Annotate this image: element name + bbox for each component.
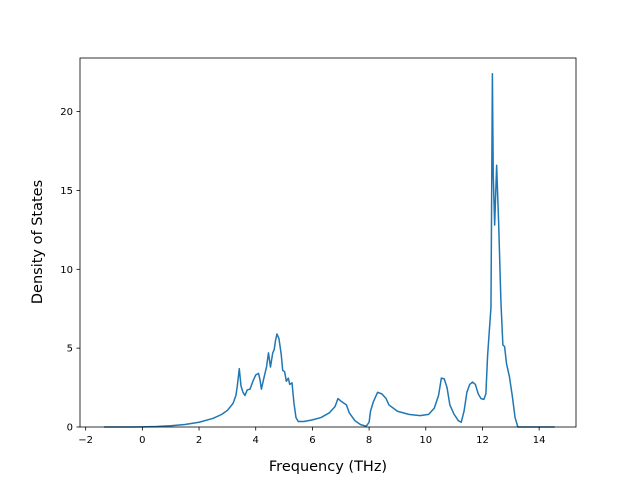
y-axis-label: Density of States [30,180,46,304]
y-tick-label: 5 [67,344,73,355]
y-tick-label: 10 [60,265,73,276]
dos-series-line [104,73,555,428]
axes-frame [79,57,577,428]
x-tick-label: 4 [253,435,259,446]
x-tick-label: 2 [196,435,202,446]
x-tick-label: 12 [476,435,489,446]
x-tick-label: 0 [139,435,145,446]
x-tick-label: 14 [533,435,546,446]
y-axis: 0 5 10 15 20 [60,107,80,434]
x-tick-label: 8 [366,435,372,446]
x-tick-label: 6 [309,435,315,446]
x-tick-label: 10 [419,435,432,446]
y-tick-label: 15 [60,186,73,197]
y-tick-label: 20 [60,107,73,118]
x-axis: −2 0 2 4 6 8 10 12 14 [78,427,546,446]
x-axis-label: Frequency (THz) [269,459,387,475]
x-tick-label: −2 [78,435,93,446]
y-tick-label: 0 [67,423,73,434]
